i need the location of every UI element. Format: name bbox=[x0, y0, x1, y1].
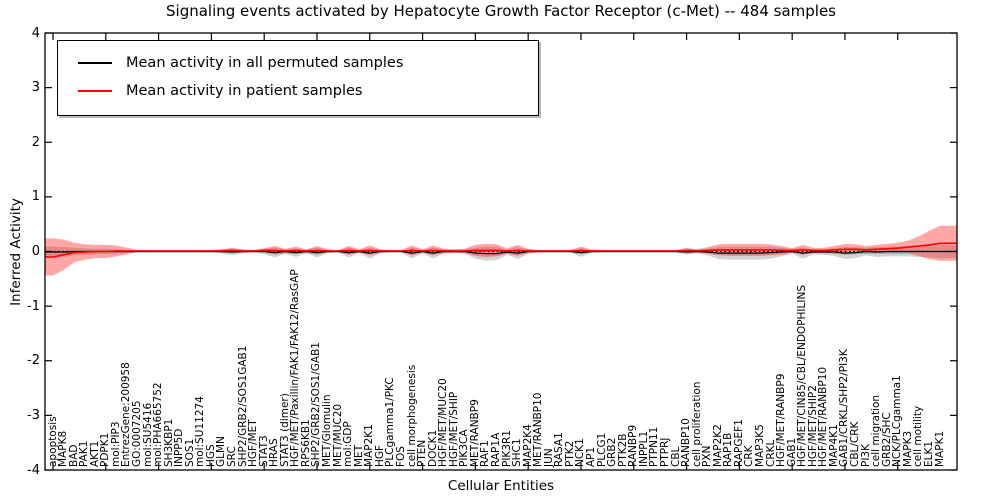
legend-entry-permuted: Mean activity in all permuted samples bbox=[70, 49, 528, 77]
y-tick-label: -1 bbox=[27, 298, 40, 314]
x-axis-title: Cellular Entities bbox=[447, 478, 555, 494]
x-tick-label: MAPK1 bbox=[933, 430, 946, 467]
chart-title: Signaling events activated by Hepatocyte… bbox=[166, 2, 836, 20]
legend: Mean activity in all permuted samples Me… bbox=[57, 40, 539, 116]
y-tick-label: 0 bbox=[31, 244, 40, 259]
legend-label-patient: Mean activity in patient samples bbox=[126, 83, 363, 99]
legend-label-permuted: Mean activity in all permuted samples bbox=[126, 55, 404, 71]
y-tick-label: 2 bbox=[31, 134, 40, 150]
y-tick-label: -2 bbox=[27, 353, 40, 369]
y-tick-label: 1 bbox=[31, 189, 40, 205]
y-tick-label: -3 bbox=[27, 407, 40, 423]
patient-line-swatch-icon bbox=[78, 90, 112, 92]
legend-entry-patient: Mean activity in patient samples bbox=[70, 77, 528, 105]
y-tick-label: 3 bbox=[31, 80, 40, 96]
patient-mean-line bbox=[45, 242, 957, 258]
permuted-line-swatch-icon bbox=[78, 62, 112, 64]
y-axis-title: Inferred Activity bbox=[8, 198, 24, 306]
y-tick-label: -4 bbox=[27, 462, 40, 478]
y-tick-label: 4 bbox=[31, 25, 40, 41]
